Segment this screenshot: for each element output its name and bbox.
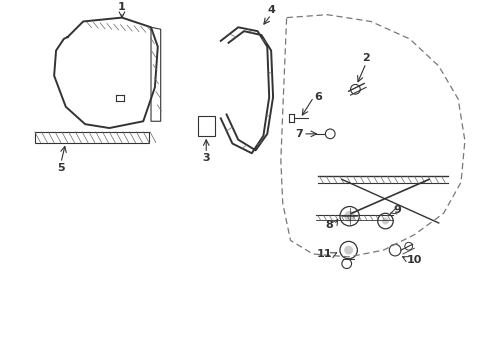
Circle shape <box>344 246 352 254</box>
Text: 3: 3 <box>202 153 210 163</box>
Text: 4: 4 <box>266 5 275 15</box>
Bar <box>197 116 215 136</box>
Text: 1: 1 <box>118 2 125 12</box>
Text: 5: 5 <box>57 163 64 173</box>
Circle shape <box>382 218 387 224</box>
Text: 2: 2 <box>362 53 369 63</box>
Text: 11: 11 <box>316 249 331 259</box>
Circle shape <box>344 211 354 221</box>
Text: 9: 9 <box>392 206 400 215</box>
Text: 8: 8 <box>325 220 332 230</box>
Text: 6: 6 <box>313 92 321 102</box>
Bar <box>35 132 149 143</box>
Text: 10: 10 <box>406 255 421 265</box>
Text: 7: 7 <box>295 129 303 139</box>
